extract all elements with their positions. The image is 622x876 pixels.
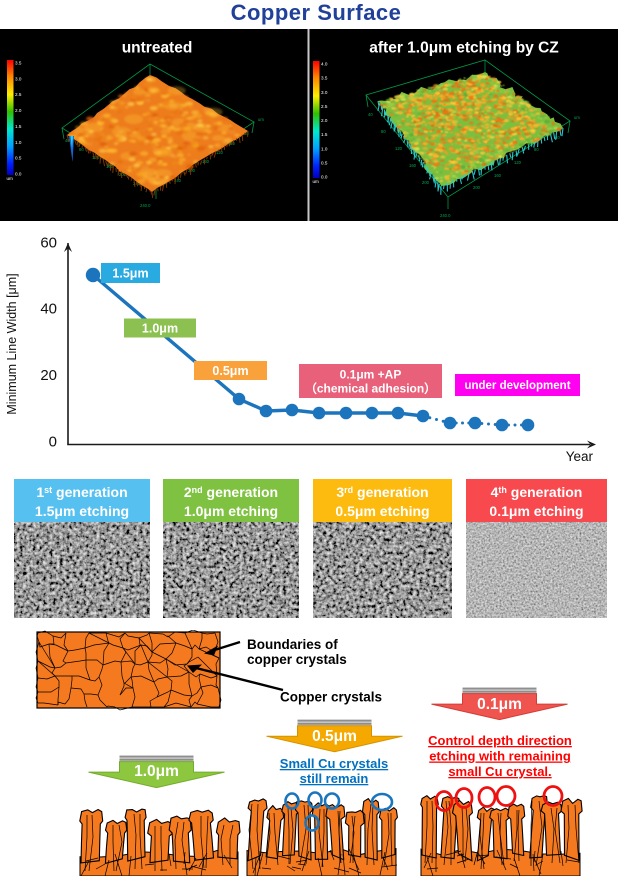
svg-text:80: 80 <box>230 141 235 146</box>
svg-text:120: 120 <box>216 150 224 155</box>
svg-text:3.0: 3.0 <box>321 90 328 95</box>
svg-text:160: 160 <box>106 164 114 169</box>
svg-text:2.5: 2.5 <box>15 92 22 97</box>
svg-text:80: 80 <box>534 147 539 152</box>
svg-text:120: 120 <box>514 160 522 165</box>
svg-text:um: um <box>313 179 320 184</box>
svg-text:0.5μm: 0.5μm <box>212 364 248 378</box>
svg-text:1.5: 1.5 <box>15 124 22 129</box>
svg-text:200: 200 <box>119 172 127 177</box>
svg-text:160: 160 <box>202 159 210 164</box>
svg-text:1.0: 1.0 <box>321 146 328 151</box>
svg-text:Small Cu crystals: Small Cu crystals <box>280 756 388 771</box>
svg-text:2.0: 2.0 <box>321 118 328 123</box>
svg-text:1.5μm: 1.5μm <box>112 267 148 281</box>
svg-text:160: 160 <box>409 163 417 168</box>
svg-text:Year: Year <box>566 449 594 464</box>
svg-text:40: 40 <box>244 131 249 136</box>
svg-text:200: 200 <box>473 185 481 190</box>
svg-text:0.5μm: 0.5μm <box>312 728 357 745</box>
svg-text:120: 120 <box>92 155 100 160</box>
svg-text:200: 200 <box>188 168 196 173</box>
svg-text:Minimum Line Width [μm]: Minimum Line Width [μm] <box>5 273 19 414</box>
svg-text:0.1μm: 0.1μm <box>477 696 522 713</box>
svg-text:small Cu crystal.: small Cu crystal. <box>448 764 551 779</box>
svg-text:0.5: 0.5 <box>321 160 328 165</box>
svg-text:0.0: 0.0 <box>321 175 328 180</box>
svg-text:still remain: still remain <box>300 771 369 786</box>
svg-text:80: 80 <box>79 147 84 152</box>
svg-text:240.0: 240.0 <box>440 213 451 218</box>
svg-text:80: 80 <box>381 129 386 134</box>
svg-text:（chemical adhesion）: （chemical adhesion） <box>305 380 436 395</box>
svg-text:60: 60 <box>40 235 57 252</box>
svg-text:copper crystals: copper crystals <box>247 652 347 667</box>
svg-text:1.0μm: 1.0μm <box>142 322 178 336</box>
svg-text:untreated: untreated <box>122 40 193 57</box>
svg-text:4.0: 4.0 <box>321 62 328 67</box>
svg-text:Boundaries of: Boundaries of <box>247 637 338 652</box>
svg-text:1.5: 1.5 <box>321 132 328 137</box>
svg-text:240: 240 <box>174 178 182 183</box>
svg-text:1.0: 1.0 <box>15 140 22 145</box>
svg-text:0.5: 0.5 <box>15 156 22 161</box>
svg-text:200: 200 <box>422 180 430 185</box>
svg-text:20: 20 <box>40 367 57 384</box>
svg-text:2.0: 2.0 <box>15 108 22 113</box>
svg-text:3.5: 3.5 <box>15 61 22 66</box>
svg-text:Control depth direction: Control depth direction <box>428 733 572 748</box>
svg-text:120: 120 <box>395 146 403 151</box>
svg-text:2.5: 2.5 <box>321 104 328 109</box>
svg-text:under development: under development <box>464 380 570 392</box>
svg-text:40: 40 <box>40 301 57 318</box>
svg-text:1.0μm: 1.0μm <box>134 763 179 780</box>
svg-text:3.0: 3.0 <box>15 76 22 81</box>
svg-text:0: 0 <box>49 434 57 451</box>
svg-text:after 1.0μm etching by CZ: after 1.0μm etching by CZ <box>369 40 559 57</box>
svg-text:um: um <box>7 176 14 181</box>
svg-text:Copper crystals: Copper crystals <box>280 690 382 705</box>
svg-text:um: um <box>258 117 264 122</box>
svg-text:0.0: 0.0 <box>15 172 22 177</box>
svg-text:40: 40 <box>65 138 70 143</box>
svg-text:3.5: 3.5 <box>321 76 328 81</box>
svg-text:0.1μm +AP: 0.1μm +AP <box>340 367 402 381</box>
svg-text:240.0: 240.0 <box>140 203 151 208</box>
svg-text:40: 40 <box>555 135 560 140</box>
svg-text:160: 160 <box>494 173 502 178</box>
svg-text:etching with remaining: etching with remaining <box>429 749 571 764</box>
svg-text:um: um <box>574 115 580 120</box>
svg-text:40: 40 <box>368 112 373 117</box>
